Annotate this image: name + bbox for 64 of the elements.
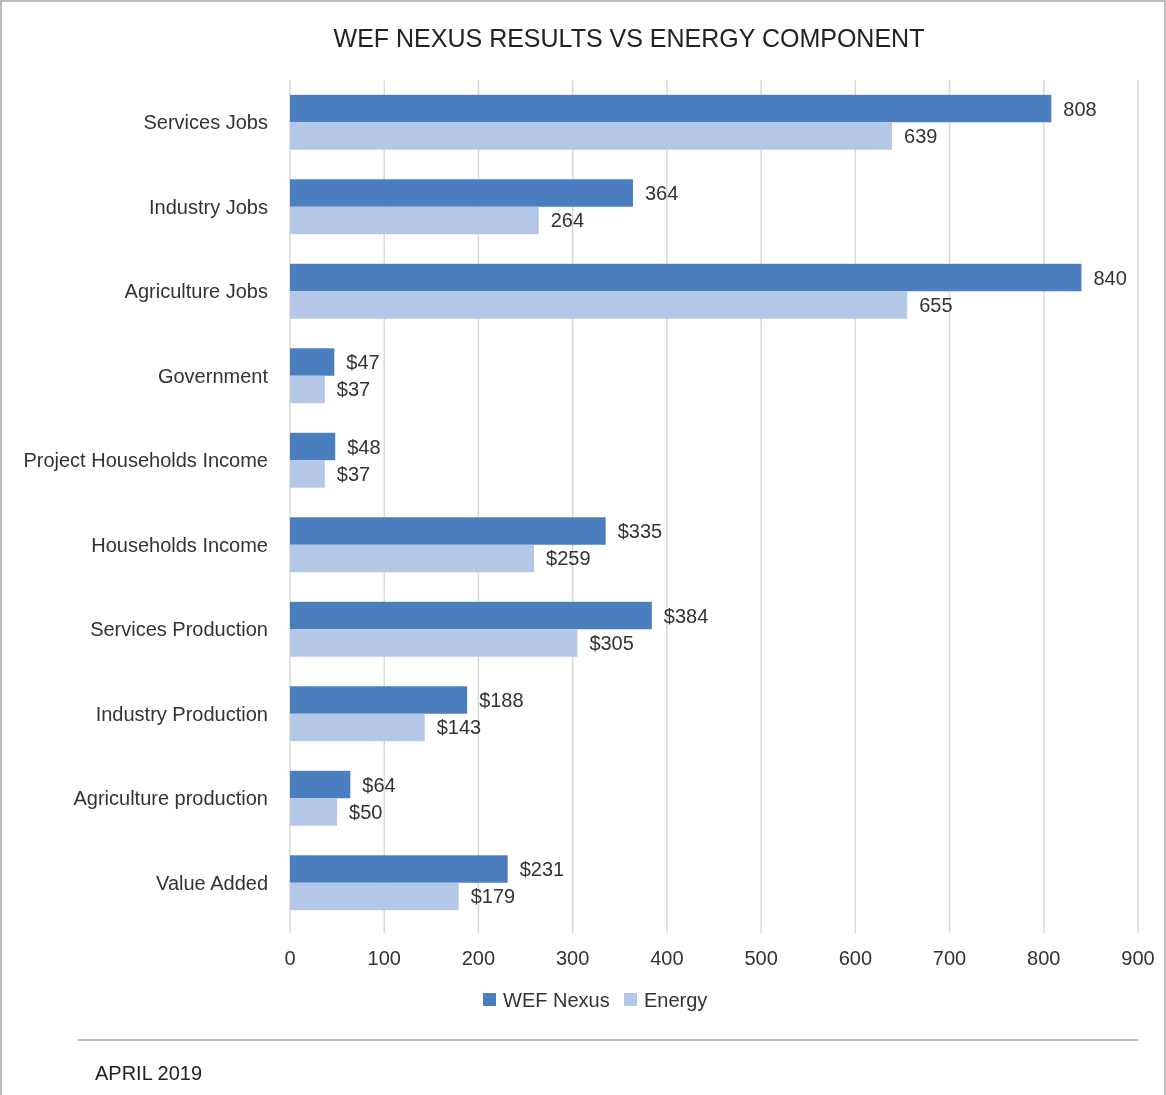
- x-tick-label: 800: [1027, 947, 1061, 969]
- y-tick-label: Agriculture Jobs: [124, 280, 268, 303]
- chart-title: WEF NEXUS RESULTS VS ENERGY COMPONENT: [333, 24, 925, 52]
- data-label: 808: [1063, 97, 1097, 120]
- bar: [290, 601, 652, 630]
- bar: [290, 375, 325, 404]
- y-tick-label: Services Jobs: [143, 111, 268, 134]
- data-label: $64: [362, 773, 396, 796]
- bar: [290, 206, 539, 235]
- bar: [290, 517, 606, 545]
- data-label: 364: [644, 182, 679, 205]
- x-tick-label: 100: [367, 947, 401, 969]
- x-tick-label: 600: [838, 947, 873, 969]
- data-label: $384: [663, 604, 709, 627]
- bar: [290, 629, 578, 657]
- data-label: $305: [589, 631, 634, 654]
- y-tick-label: Value Added: [156, 871, 268, 894]
- data-label: $37: [336, 462, 371, 485]
- bar: [290, 882, 459, 911]
- data-label: $335: [617, 520, 663, 543]
- bar: [290, 432, 336, 461]
- data-label: $179: [470, 885, 516, 908]
- data-label: 264: [550, 209, 585, 232]
- y-tick-label: Households Income: [91, 533, 268, 556]
- x-tick-label: 700: [932, 947, 967, 969]
- text: APRIL 2019: [95, 1062, 203, 1084]
- x-tick-label: 300: [555, 947, 590, 969]
- x-tick-label: 0: [284, 947, 296, 969]
- bar: [290, 122, 893, 150]
- x-tick-label: 200: [461, 947, 496, 969]
- data-label: 840: [1093, 266, 1127, 289]
- data-label: $188: [479, 689, 524, 712]
- y-tick-label: Industry Jobs: [149, 195, 268, 218]
- bar: [290, 94, 1052, 123]
- data-label: 655: [919, 293, 953, 316]
- y-tick-label: Agriculture production: [73, 787, 268, 810]
- y-tick-label: Services Production: [90, 618, 268, 641]
- x-tick-label: 500: [744, 947, 778, 969]
- bar: [290, 855, 508, 883]
- y-tick-label: Industry Production: [95, 702, 268, 725]
- bar: [290, 686, 468, 714]
- legend-label: Energy: [644, 989, 708, 1011]
- bar: [290, 291, 908, 319]
- data-label: $143: [436, 716, 482, 739]
- x-tick-label: 900: [1121, 947, 1155, 969]
- data-label: $48: [347, 435, 381, 458]
- data-label: $47: [346, 351, 380, 374]
- legend-label: WEF Nexus: [503, 989, 610, 1011]
- y-tick-label: Project Households Income: [23, 449, 268, 472]
- bar: [290, 263, 1082, 292]
- data-label: $37: [336, 378, 371, 401]
- data-label: 639: [904, 124, 938, 147]
- bar: [290, 460, 325, 488]
- data-label: $50: [349, 800, 383, 823]
- bar: [290, 713, 425, 742]
- bar: [290, 770, 351, 799]
- bar: [290, 544, 535, 573]
- y-tick-label: Government: [157, 364, 269, 387]
- bar: [290, 348, 335, 376]
- data-label: $259: [546, 547, 591, 570]
- bar: [290, 798, 338, 826]
- data-label: $231: [519, 858, 565, 881]
- bar: [290, 179, 633, 207]
- x-tick-label: 400: [650, 947, 684, 969]
